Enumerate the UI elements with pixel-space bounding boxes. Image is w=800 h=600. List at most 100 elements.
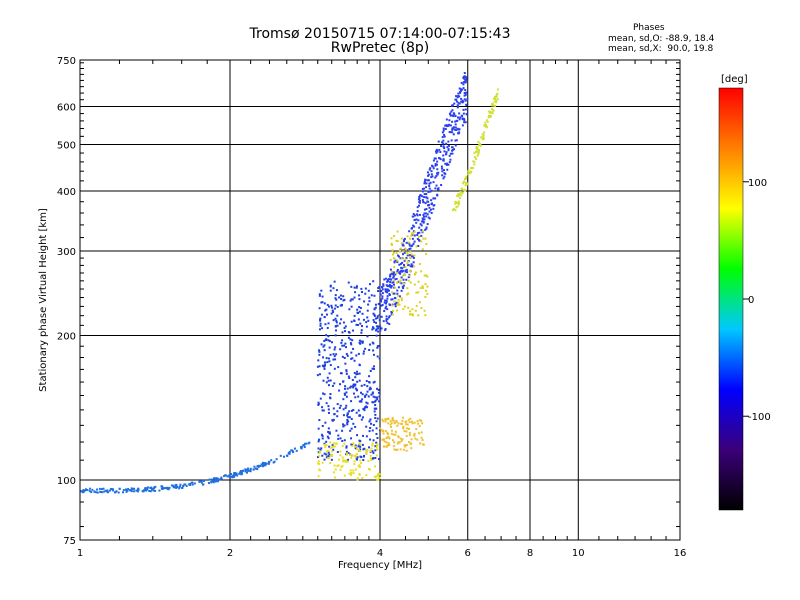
data-point bbox=[449, 112, 452, 115]
data-point bbox=[389, 423, 392, 426]
data-point bbox=[401, 285, 404, 288]
data-point bbox=[391, 304, 394, 307]
data-point bbox=[420, 229, 423, 232]
data-point bbox=[405, 449, 408, 452]
data-point bbox=[268, 461, 271, 464]
data-point bbox=[339, 437, 342, 440]
data-point bbox=[457, 94, 460, 97]
data-point bbox=[335, 298, 338, 301]
data-point bbox=[245, 471, 248, 474]
data-point bbox=[367, 395, 370, 398]
data-point bbox=[95, 491, 98, 494]
data-point bbox=[413, 432, 416, 435]
data-point bbox=[321, 409, 324, 412]
data-point bbox=[321, 364, 324, 367]
data-point bbox=[456, 96, 459, 99]
data-point bbox=[254, 467, 257, 470]
data-point bbox=[422, 220, 425, 223]
data-point bbox=[350, 443, 353, 446]
data-point bbox=[349, 338, 352, 341]
data-point bbox=[426, 200, 429, 203]
data-point bbox=[90, 491, 93, 494]
data-point bbox=[372, 342, 375, 345]
data-point bbox=[353, 454, 356, 457]
data-point bbox=[413, 240, 416, 243]
data-point bbox=[392, 439, 395, 442]
data-point bbox=[407, 418, 410, 421]
data-point bbox=[409, 237, 412, 240]
data-point bbox=[476, 147, 479, 150]
data-point bbox=[451, 104, 454, 107]
data-point bbox=[376, 443, 379, 446]
data-point bbox=[336, 324, 339, 327]
data-point bbox=[91, 488, 94, 491]
data-point bbox=[390, 422, 393, 425]
data-point bbox=[444, 162, 447, 165]
data-point bbox=[360, 461, 363, 464]
data-point bbox=[175, 484, 178, 487]
data-point bbox=[374, 476, 377, 479]
data-point bbox=[489, 114, 492, 117]
data-point bbox=[413, 265, 416, 268]
data-point bbox=[321, 461, 324, 464]
data-point bbox=[341, 331, 344, 334]
data-point bbox=[448, 123, 451, 126]
data-point bbox=[365, 321, 368, 324]
data-point bbox=[451, 152, 454, 155]
data-point bbox=[354, 445, 357, 448]
data-point bbox=[382, 320, 385, 323]
data-point bbox=[359, 322, 362, 325]
data-point bbox=[476, 148, 479, 151]
data-point bbox=[430, 202, 433, 205]
data-point bbox=[423, 196, 426, 199]
data-point bbox=[363, 409, 366, 412]
data-point bbox=[188, 483, 191, 486]
data-point bbox=[417, 422, 420, 425]
data-point bbox=[378, 313, 381, 316]
data-point bbox=[393, 300, 396, 303]
data-point bbox=[402, 425, 405, 428]
data-point bbox=[349, 453, 352, 456]
data-point bbox=[330, 306, 333, 309]
data-point bbox=[395, 301, 398, 304]
data-point bbox=[317, 402, 320, 405]
data-point bbox=[414, 272, 417, 275]
data-point bbox=[393, 257, 396, 260]
data-point bbox=[412, 261, 415, 264]
data-point bbox=[109, 488, 112, 491]
data-point bbox=[328, 346, 331, 349]
data-point bbox=[357, 465, 360, 468]
data-point bbox=[397, 435, 400, 438]
data-point bbox=[357, 352, 360, 355]
data-point bbox=[368, 296, 371, 299]
data-point bbox=[428, 187, 431, 190]
data-point bbox=[288, 450, 291, 453]
data-point bbox=[358, 450, 361, 453]
data-point bbox=[327, 457, 330, 460]
data-point bbox=[446, 168, 449, 171]
data-point bbox=[467, 173, 470, 176]
data-point bbox=[392, 271, 395, 274]
data-point bbox=[372, 395, 375, 398]
data-point bbox=[333, 471, 336, 474]
data-point bbox=[365, 452, 368, 455]
data-point bbox=[371, 392, 374, 395]
data-point bbox=[372, 439, 375, 442]
data-point bbox=[144, 487, 147, 490]
data-point bbox=[213, 477, 216, 480]
data-point bbox=[405, 444, 408, 447]
data-point bbox=[339, 372, 342, 375]
data-point bbox=[332, 442, 335, 445]
data-point bbox=[410, 245, 413, 248]
data-point bbox=[334, 346, 337, 349]
data-point bbox=[210, 478, 213, 481]
data-point bbox=[383, 310, 386, 313]
data-point bbox=[412, 256, 415, 259]
data-point bbox=[260, 463, 263, 466]
data-point bbox=[435, 148, 438, 151]
data-point bbox=[434, 187, 437, 190]
data-point bbox=[399, 247, 402, 250]
data-point bbox=[380, 290, 383, 293]
data-point bbox=[130, 489, 133, 492]
